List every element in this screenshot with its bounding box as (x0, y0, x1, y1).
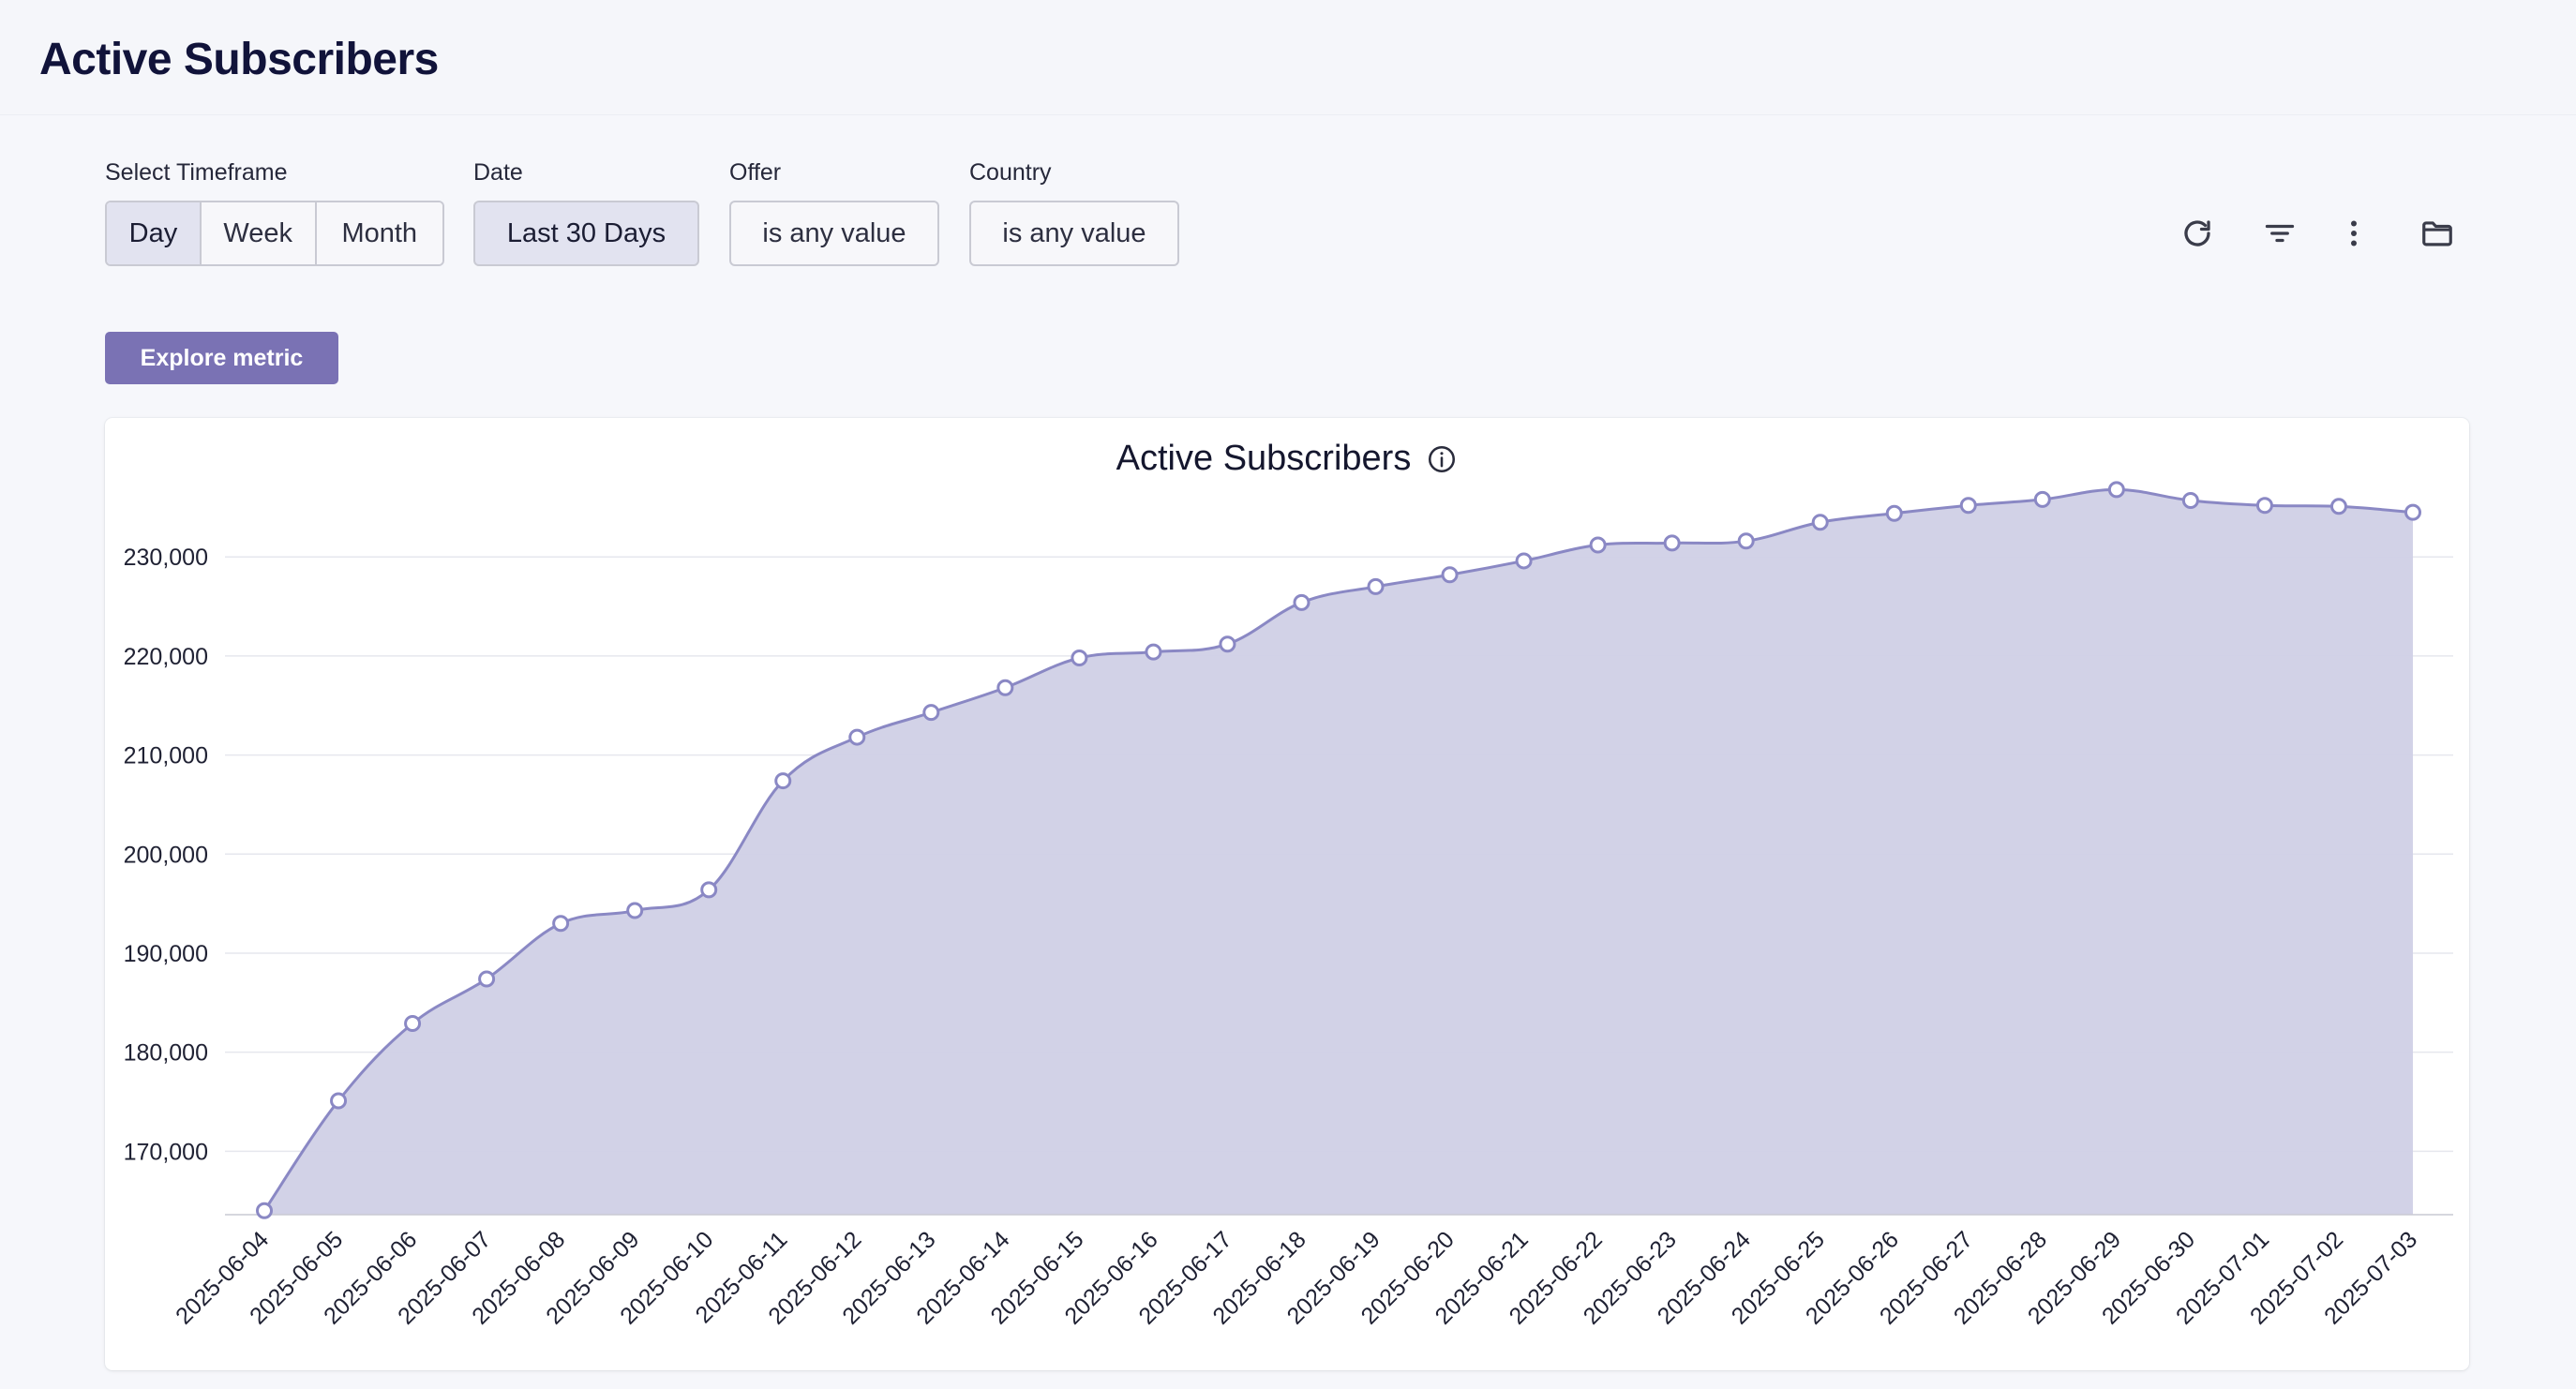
data-point (478, 970, 496, 988)
timeframe-day-button[interactable]: Day (107, 202, 202, 264)
data-point (2033, 490, 2051, 508)
data-point (848, 728, 866, 746)
data-point (1515, 552, 1533, 570)
y-tick-label: 230,000 (124, 545, 208, 571)
date-filter-button[interactable]: Last 30 Days (473, 201, 699, 266)
data-point (256, 1202, 273, 1219)
data-point (1293, 593, 1310, 611)
data-point (626, 902, 644, 919)
folder-icon[interactable] (2412, 208, 2463, 259)
more-vertical-icon[interactable] (2329, 208, 2379, 259)
chart-card: 170,000 180,000 190,000 200,000 210,000 220,0… (105, 418, 2469, 1370)
y-tick-label: 180,000 (124, 1040, 208, 1067)
data-point (330, 1092, 348, 1110)
chart-title-text: Active Subscribers (1116, 439, 1412, 478)
data-point (1959, 497, 1977, 515)
data-point (700, 881, 718, 899)
data-point (1663, 534, 1681, 552)
date-label: Date (473, 159, 523, 186)
data-point (1145, 643, 1162, 661)
data-point (1441, 566, 1459, 584)
data-point (1071, 650, 1088, 667)
data-point (2181, 491, 2199, 509)
data-point (1367, 577, 1385, 595)
data-point (1885, 504, 1903, 522)
page-title: Active Subscribers (39, 35, 439, 84)
data-point (996, 679, 1014, 696)
timeframe-label: Select Timeframe (105, 159, 288, 186)
data-point (2404, 503, 2421, 521)
country-label: Country (969, 159, 1052, 186)
y-tick-label: 220,000 (124, 644, 208, 670)
data-point (2255, 497, 2273, 515)
data-point (2107, 481, 2125, 499)
series-area (264, 489, 2413, 1215)
offer-label: Offer (729, 159, 782, 186)
y-tick-label: 190,000 (124, 941, 208, 967)
data-point (404, 1015, 422, 1033)
info-icon[interactable] (1426, 443, 1458, 475)
offer-filter-button[interactable]: is any value (729, 201, 939, 266)
y-tick-label: 170,000 (124, 1139, 208, 1165)
y-tick-label: 200,000 (124, 842, 208, 868)
series-line (262, 487, 2414, 1212)
active-subscribers-chart: 170,000 180,000 190,000 200,000 210,000 220,0… (124, 481, 2453, 1330)
y-tick-label: 210,000 (124, 743, 208, 769)
data-point (774, 772, 792, 790)
page-header: Active Subscribers (0, 0, 2576, 115)
data-point (1219, 635, 1236, 653)
refresh-icon[interactable] (2172, 208, 2223, 259)
country-filter-button[interactable]: is any value (969, 201, 1179, 266)
timeframe-week-button[interactable]: Week (201, 202, 317, 264)
chart-title: Active Subscribers (105, 439, 2469, 479)
data-point (1737, 532, 1755, 550)
data-point (922, 704, 940, 722)
timeframe-month-button[interactable]: Month (316, 202, 442, 264)
data-point (1811, 514, 1829, 531)
data-point (552, 915, 570, 933)
data-point (1589, 536, 1607, 554)
timeframe-segmented-control: Day Week Month (105, 201, 444, 266)
filter-icon[interactable] (2254, 208, 2305, 259)
explore-metric-button[interactable]: Explore metric (105, 332, 338, 384)
data-point (2329, 498, 2347, 515)
